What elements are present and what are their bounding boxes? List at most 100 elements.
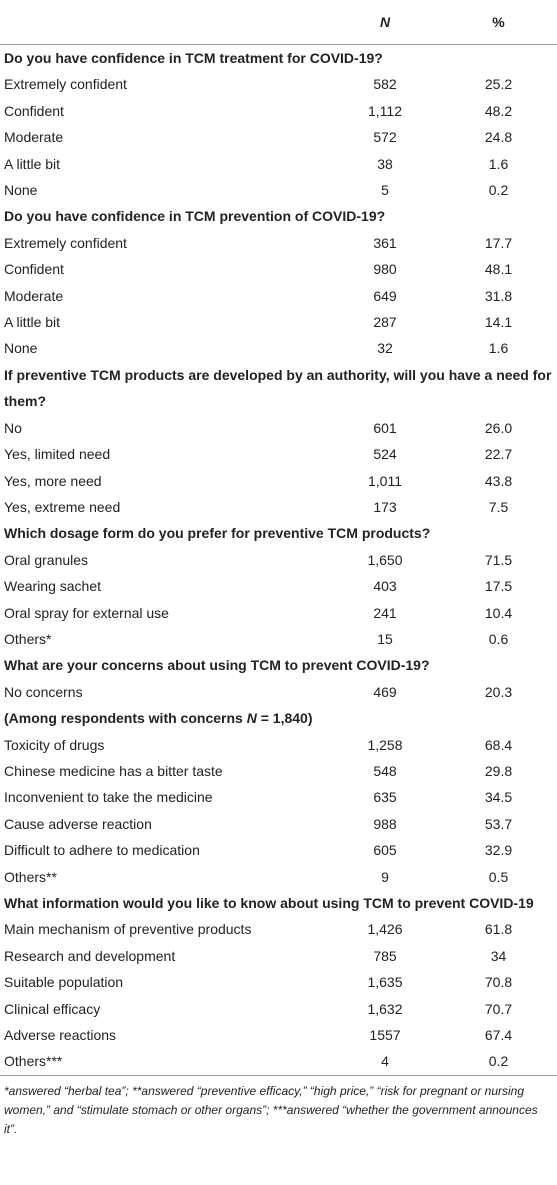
- row-pct: 53.7: [484, 815, 513, 832]
- row-label: Confident: [4, 261, 64, 278]
- row-n: 572: [373, 129, 397, 146]
- row-label: Yes, limited need: [4, 446, 111, 463]
- data-row: Extremely confident 582 25.2: [0, 71, 557, 97]
- row-pct: 14.1: [484, 314, 513, 331]
- data-row: Others** 9 0.5: [0, 864, 557, 890]
- data-row: None 5 0.2: [0, 177, 557, 203]
- data-row: Extremely confident 361 17.7: [0, 230, 557, 256]
- data-row: No concerns 469 20.3: [0, 679, 557, 705]
- subheading-text: = 1,840): [256, 710, 313, 727]
- row-n: 649: [373, 287, 397, 304]
- row-n: 1,426: [367, 921, 403, 938]
- row-pct: 29.8: [484, 762, 513, 779]
- row-pct: 61.8: [484, 921, 513, 938]
- row-n: 635: [373, 789, 397, 806]
- row-n: 1,650: [367, 551, 403, 568]
- row-label: Oral spray for external use: [4, 604, 169, 621]
- row-label: Yes, more need: [4, 472, 102, 489]
- row-n: 548: [373, 762, 397, 779]
- row-n: 4: [330, 1048, 440, 1076]
- section-title: Do you have confidence in TCM prevention…: [4, 208, 386, 225]
- row-pct: 48.2: [484, 102, 513, 119]
- row-n: 241: [373, 604, 397, 621]
- data-row: Toxicity of drugs 1,258 68.4: [0, 732, 557, 758]
- data-row: No 601 26.0: [0, 415, 557, 441]
- row-pct: 1.6: [488, 340, 509, 357]
- data-row: None 32 1.6: [0, 335, 557, 361]
- row-pct: 48.1: [484, 261, 513, 278]
- row-pct: 26.0: [484, 419, 513, 436]
- row-label: Extremely confident: [4, 76, 127, 93]
- data-row: Yes, more need 1,011 43.8: [0, 468, 557, 494]
- row-label: Yes, extreme need: [4, 498, 121, 515]
- subheading-text: (Among respondents with concerns: [4, 710, 247, 727]
- row-pct: 34: [490, 947, 507, 964]
- subheading: (Among respondents with concerns N = 1,8…: [0, 705, 557, 731]
- row-n: 1,258: [367, 736, 403, 753]
- row-pct: 32.9: [484, 842, 513, 859]
- row-n: 15: [377, 630, 393, 647]
- data-row: A little bit 287 14.1: [0, 309, 557, 335]
- data-row: Adverse reactions 1557 67.4: [0, 1022, 557, 1048]
- data-row: Wearing sachet 403 17.5: [0, 573, 557, 599]
- row-label: Difficult to adhere to medication: [4, 842, 200, 859]
- row-n: 5: [381, 182, 389, 199]
- row-pct: 31.8: [484, 287, 513, 304]
- row-n: 469: [373, 683, 397, 700]
- row-n: 38: [377, 155, 393, 172]
- data-row: Others* 15 0.6: [0, 626, 557, 652]
- row-pct: 20.3: [484, 683, 513, 700]
- row-n: 1,632: [367, 1000, 403, 1017]
- row-label: Moderate: [4, 129, 64, 146]
- row-label: Main mechanism of preventive products: [4, 921, 252, 938]
- footnote: *answered “herbal tea”; **answered “prev…: [4, 1083, 538, 1136]
- row-label: A little bit: [4, 314, 61, 331]
- section-row: What information would you like to know …: [0, 890, 557, 916]
- survey-table: N % Do you have confidence in TCM treatm…: [0, 0, 557, 1076]
- data-row: Moderate 572 24.8: [0, 124, 557, 150]
- section-title: What information would you like to know …: [4, 895, 534, 911]
- data-row: Inconvenient to take the medicine 635 34.5: [0, 784, 557, 810]
- row-label: Others***: [0, 1048, 330, 1076]
- row-pct: 0.2: [488, 182, 509, 199]
- row-n: 173: [373, 498, 397, 515]
- row-n: 1,112: [368, 102, 402, 119]
- row-n: 785: [373, 947, 397, 964]
- header-text: N: [379, 13, 391, 30]
- section-row: What are your concerns about using TCM t…: [0, 652, 557, 678]
- row-n: 1,011: [368, 472, 402, 489]
- section-row: Do you have confidence in TCM prevention…: [0, 203, 557, 229]
- data-row: Moderate 649 31.8: [0, 283, 557, 309]
- data-row: Oral spray for external use 241 10.4: [0, 600, 557, 626]
- row-label: Cause adverse reaction: [4, 815, 152, 832]
- row-label: Inconvenient to take the medicine: [4, 789, 213, 806]
- data-row: Confident 980 48.1: [0, 256, 557, 282]
- section-title: What are your concerns about using TCM t…: [4, 657, 430, 674]
- row-label: Clinical efficacy: [4, 1000, 101, 1017]
- row-n: 524: [373, 446, 397, 463]
- subheading-italic: N: [246, 710, 257, 727]
- data-row: Cause adverse reaction 988 53.7: [0, 811, 557, 837]
- section-row: If preventive TCM products are developed…: [0, 362, 557, 415]
- row-label: Toxicity of drugs: [4, 736, 105, 753]
- row-n: 605: [373, 842, 397, 859]
- row-n: 9: [381, 868, 389, 885]
- row-pct: 22.7: [484, 446, 513, 463]
- row-n: 32: [377, 340, 393, 357]
- row-label: Oral granules: [4, 551, 89, 568]
- row-pct: 0.6: [488, 630, 509, 647]
- row-pct: 68.4: [484, 736, 513, 753]
- row-label: None: [4, 182, 38, 199]
- row-label: No: [4, 419, 22, 436]
- row-pct: 34.5: [484, 789, 513, 806]
- row-n: 1,635: [367, 974, 403, 991]
- data-row: Research and development 785 34: [0, 943, 557, 969]
- data-row: Yes, limited need 524 22.7: [0, 441, 557, 467]
- row-label: Research and development: [4, 947, 176, 964]
- row-pct: 71.5: [484, 551, 513, 568]
- data-row: Difficult to adhere to medication 605 32.9: [0, 837, 557, 863]
- row-label: None: [4, 340, 38, 357]
- row-pct: 67.4: [484, 1027, 513, 1044]
- table-header: N %: [0, 0, 557, 45]
